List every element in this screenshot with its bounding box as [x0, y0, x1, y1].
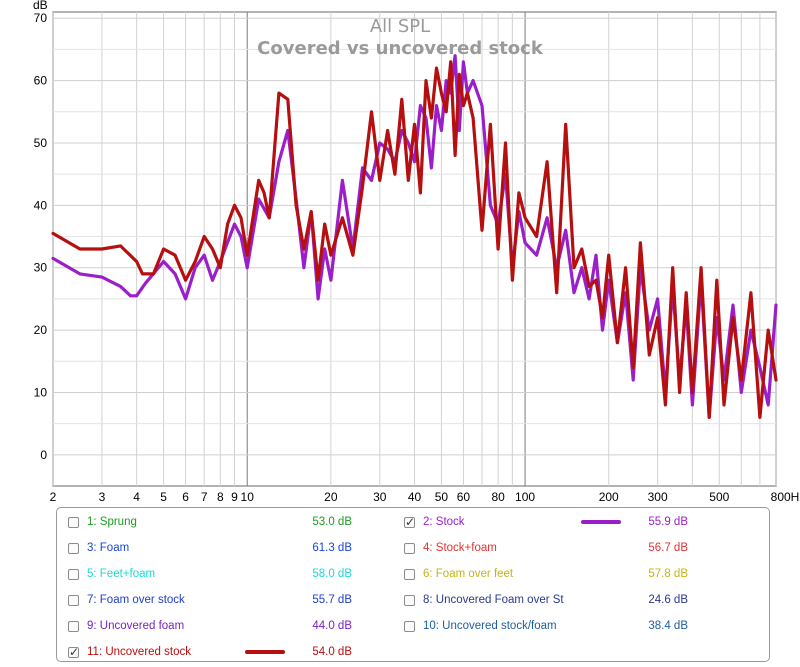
legend-checkbox[interactable] — [404, 515, 415, 529]
legend-item[interactable]: 2: Stock 55.9 dB — [404, 511, 744, 533]
x-tick-label: 100 — [515, 490, 535, 504]
legend-swatch — [581, 520, 621, 524]
x-tick-label: 7 — [201, 490, 208, 504]
legend-label: 11: Uncovered stock — [87, 646, 191, 658]
legend-label: 10: Uncovered stock/foam — [423, 620, 557, 632]
legend-value: 44.0 dB — [312, 620, 352, 632]
legend-item[interactable]: 3: Foam 61.3 dB — [68, 537, 408, 559]
chart-title: All SPL — [370, 16, 430, 37]
x-tick-label: 6 — [182, 490, 189, 504]
legend-label: 6: Foam over feet — [423, 568, 514, 580]
x-tick-label: 800Hz — [771, 490, 800, 504]
legend-item[interactable]: 10: Uncovered stock/foam 38.4 dB — [404, 615, 744, 637]
x-tick-label: 9 — [231, 490, 238, 504]
legend-value: 55.9 dB — [648, 516, 688, 528]
y-tick-label: 70 — [34, 11, 48, 25]
legend-checkbox[interactable] — [68, 645, 79, 659]
legend-value: 53.0 dB — [312, 516, 352, 528]
legend-swatch — [245, 650, 285, 654]
legend-checkbox[interactable] — [68, 542, 79, 554]
legend-item[interactable]: 5: Feet+foam 58.0 dB — [68, 563, 408, 585]
legend-checkbox[interactable] — [404, 594, 415, 606]
legend-item[interactable]: 1: Sprung 53.0 dB — [68, 511, 408, 533]
y-tick-label: 30 — [34, 261, 48, 275]
x-tick-label: 50 — [435, 490, 449, 504]
x-tick-label: 500 — [709, 490, 729, 504]
x-tick-label: 80 — [491, 490, 505, 504]
x-tick-label: 8 — [217, 490, 224, 504]
x-tick-label: 20 — [324, 490, 338, 504]
legend-value: 54.0 dB — [312, 646, 352, 658]
legend-label: 1: Sprung — [87, 516, 137, 528]
legend-item[interactable]: 9: Uncovered foam 44.0 dB — [68, 615, 408, 637]
legend-item[interactable]: 6: Foam over feet 57.8 dB — [404, 563, 744, 585]
y-tick-label: 40 — [34, 198, 48, 212]
legend-label: 9: Uncovered foam — [87, 620, 185, 632]
legend-value: 55.7 dB — [312, 594, 352, 606]
legend-checkbox[interactable] — [404, 568, 415, 580]
legend-item[interactable]: 8: Uncovered Foam over St 24.6 dB — [404, 589, 744, 611]
y-tick-label: 50 — [34, 136, 48, 150]
y-tick-label: 20 — [34, 323, 48, 337]
legend-checkbox[interactable] — [404, 542, 415, 554]
x-tick-label: 60 — [457, 490, 471, 504]
x-tick-label: 40 — [408, 490, 422, 504]
chart-subtitle: Covered vs uncovered stock — [257, 38, 544, 59]
legend-checkbox[interactable] — [68, 568, 79, 580]
x-tick-label: 10 — [241, 490, 255, 504]
legend-label: 2: Stock — [423, 516, 465, 528]
x-tick-label: 5 — [160, 490, 167, 504]
legend-item[interactable]: 7: Foam over stock 55.7 dB — [68, 589, 408, 611]
legend-value: 61.3 dB — [312, 542, 352, 554]
legend-value: 57.8 dB — [648, 568, 688, 580]
x-tick-label: 2 — [50, 490, 57, 504]
legend-checkbox[interactable] — [68, 516, 79, 528]
series-line-uncovered-stock — [51, 60, 778, 419]
x-tick-label: 200 — [599, 490, 619, 504]
legend-value: 58.0 dB — [312, 568, 352, 580]
y-axis-label: dB — [33, 0, 48, 12]
legend-checkbox[interactable] — [68, 594, 79, 606]
x-tick-label: 30 — [373, 490, 387, 504]
legend-label: 4: Stock+foam — [423, 542, 497, 554]
x-tick-label: 300 — [648, 490, 668, 504]
legend-item[interactable]: 4: Stock+foam 56.7 dB — [404, 537, 744, 559]
legend-checkbox[interactable] — [404, 620, 415, 632]
legend-label: 5: Feet+foam — [87, 568, 156, 580]
x-tick-label: 3 — [99, 490, 106, 504]
y-tick-label: 10 — [34, 385, 48, 399]
legend-value: 56.7 dB — [648, 542, 688, 554]
legend-label: 8: Uncovered Foam over St — [423, 594, 564, 606]
series-layer — [51, 54, 778, 419]
legend-value: 38.4 dB — [648, 620, 688, 632]
legend-value: 24.6 dB — [648, 594, 688, 606]
legend-item[interactable]: 11: Uncovered stock 54.0 dB — [68, 641, 408, 663]
legend-panel: 1: Sprung 53.0 dB 2: Stock 55.9 dB 3: Foam 61… — [56, 507, 770, 662]
x-tick-label: 4 — [133, 490, 140, 504]
legend-label: 3: Foam — [87, 542, 130, 554]
y-tick-label: 0 — [40, 448, 47, 462]
legend-label: 7: Foam over stock — [87, 594, 185, 606]
legend-checkbox[interactable] — [68, 620, 79, 632]
y-tick-label: 60 — [34, 74, 48, 88]
